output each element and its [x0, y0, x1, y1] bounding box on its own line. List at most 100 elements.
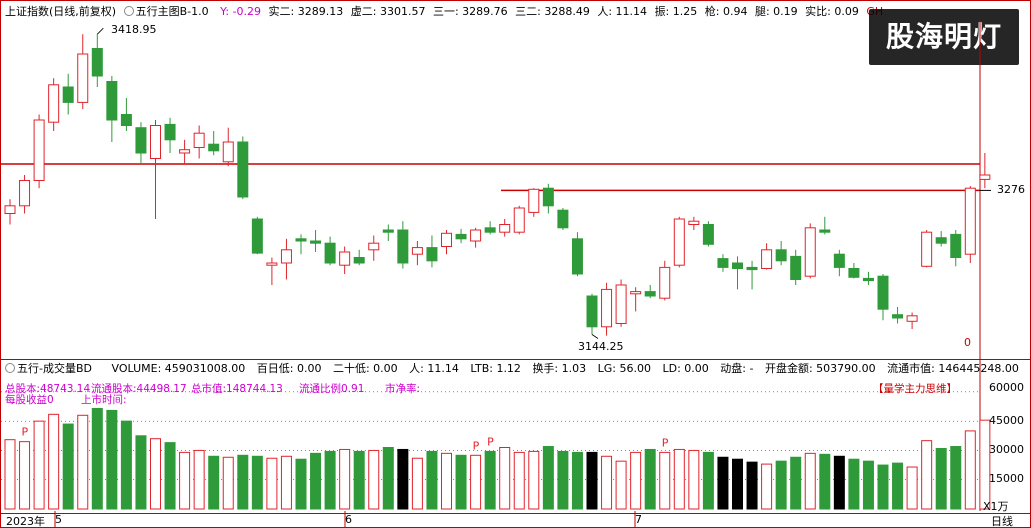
candle-body[interactable] [906, 315, 918, 322]
volume-bar[interactable] [411, 457, 423, 510]
volume-bar[interactable] [237, 454, 249, 510]
candle-body[interactable] [513, 207, 525, 233]
candle-body[interactable] [964, 187, 976, 255]
candle-body[interactable] [702, 224, 714, 245]
candle-body[interactable] [382, 229, 394, 233]
candle-body[interactable] [426, 247, 438, 262]
volume-bar[interactable] [673, 448, 685, 510]
candle-body[interactable] [484, 227, 496, 233]
volume-bar[interactable] [702, 451, 714, 510]
candle-body[interactable] [179, 149, 191, 154]
candle-body[interactable] [571, 238, 583, 275]
volume-bar[interactable] [586, 451, 598, 510]
volume-bar[interactable] [48, 413, 60, 510]
candle-body[interactable] [877, 275, 889, 310]
volume-bar[interactable] [761, 463, 773, 510]
volume-bar[interactable] [848, 458, 860, 510]
volume-bar[interactable] [295, 458, 307, 510]
candle-body[interactable] [77, 53, 89, 103]
candle-body[interactable] [615, 284, 627, 324]
candle-body[interactable] [950, 233, 962, 258]
volume-bar[interactable] [353, 450, 365, 510]
candle-body[interactable] [688, 220, 700, 225]
candle-body[interactable] [324, 242, 336, 264]
candle-body[interactable] [19, 180, 31, 207]
indicator-gear-icon[interactable] [123, 6, 134, 16]
candle-body[interactable] [557, 209, 569, 229]
candle-body[interactable] [732, 262, 743, 269]
volume-bar[interactable] [484, 450, 496, 510]
candle-body[interactable] [775, 249, 787, 262]
candle-body[interactable] [659, 266, 671, 299]
candle-body[interactable] [106, 81, 118, 121]
candle-body[interactable] [33, 119, 45, 181]
volume-bar[interactable] [528, 450, 540, 510]
volume-bar[interactable] [964, 430, 976, 510]
volume-bar[interactable] [150, 438, 161, 510]
volume-bar[interactable] [62, 423, 74, 510]
volume-bar[interactable] [455, 454, 467, 510]
candle-body[interactable] [717, 258, 729, 268]
volume-bar[interactable] [833, 455, 845, 510]
volume-bar[interactable] [615, 460, 627, 510]
volume-bar[interactable] [775, 460, 787, 510]
volume-bar[interactable] [630, 451, 642, 510]
volume-bar[interactable] [717, 456, 729, 510]
candle-body[interactable] [353, 257, 365, 264]
indicator-name[interactable]: 五行主图B-1.0 [135, 5, 209, 18]
volume-bar[interactable] [77, 414, 89, 510]
candle-body[interactable] [135, 127, 147, 154]
volume-bar[interactable] [19, 441, 31, 510]
volume-bar[interactable] [862, 460, 874, 510]
candle-body[interactable] [455, 233, 467, 240]
candle-body[interactable] [237, 141, 249, 198]
volume-bar[interactable] [4, 439, 16, 510]
volume-bar[interactable] [339, 448, 351, 510]
volume-bar[interactable] [571, 451, 583, 510]
period-button[interactable]: 日线 [991, 515, 1013, 528]
candle-body[interactable] [280, 249, 292, 264]
volume-bar[interactable] [557, 450, 569, 510]
candle-body[interactable] [673, 218, 685, 266]
volume-bar[interactable] [426, 450, 438, 510]
volume-bar[interactable] [324, 450, 336, 510]
volume-bar[interactable] [542, 446, 554, 510]
candle-body[interactable] [441, 232, 452, 248]
volume-bar[interactable] [892, 462, 904, 510]
volume-bar[interactable] [251, 455, 263, 510]
candle-body[interactable] [848, 268, 860, 278]
volume-bar[interactable] [164, 442, 176, 510]
candle-body[interactable] [892, 314, 904, 319]
candle-body[interactable] [222, 141, 234, 163]
candle-body[interactable] [804, 227, 816, 277]
candle-body[interactable] [833, 253, 845, 268]
volume-bar[interactable] [790, 456, 802, 510]
candle-body[interactable] [470, 229, 482, 242]
candle-body[interactable] [62, 86, 74, 103]
candle-body[interactable] [150, 125, 161, 159]
volume-gear-icon[interactable] [5, 363, 15, 373]
candle-body[interactable] [310, 240, 322, 244]
candle-body[interactable] [91, 48, 103, 77]
volume-bar[interactable] [135, 435, 147, 510]
volume-bar[interactable] [513, 451, 525, 510]
candle-body[interactable] [935, 237, 947, 244]
volume-bar[interactable] [193, 449, 205, 510]
candle-body[interactable] [266, 262, 278, 266]
candle-body[interactable] [251, 218, 263, 254]
volume-bar[interactable] [804, 452, 816, 510]
volume-bar[interactable] [33, 420, 45, 510]
volume-bar[interactable] [746, 461, 758, 510]
volume-bar[interactable] [368, 449, 380, 510]
candle-body[interactable] [630, 291, 642, 295]
volume-bar[interactable] [877, 464, 889, 510]
volume-bar[interactable] [644, 448, 656, 510]
volume-bar[interactable] [208, 455, 220, 510]
volume-bar[interactable] [979, 419, 991, 510]
candle-body[interactable] [746, 266, 758, 271]
volume-bar[interactable] [106, 409, 118, 510]
volume-bar[interactable] [310, 452, 322, 510]
volume-bar[interactable] [382, 447, 394, 510]
candle-body[interactable] [528, 188, 540, 213]
candle-body[interactable] [819, 229, 831, 233]
